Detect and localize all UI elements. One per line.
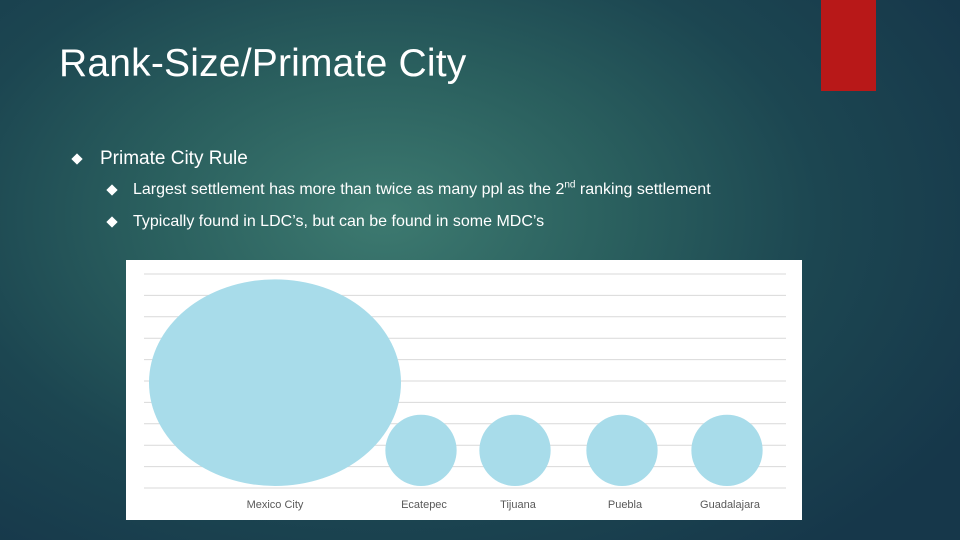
- category-label: Tijuana: [500, 499, 537, 511]
- bubble-chart-svg: Mexico City Ecatepec Tijuana Puebla Guadalaj…: [144, 273, 786, 511]
- bubble-tijuana: [479, 414, 551, 486]
- bullet-primate-city-rule: Primate City Rule: [71, 148, 248, 170]
- bullet-text: Primate City Rule: [100, 148, 248, 169]
- diamond-bullet-icon: [106, 216, 118, 228]
- sub-bullet-text: Largest settlement has more than twice a…: [133, 179, 711, 199]
- slide-title: Rank-Size/Primate City: [59, 42, 467, 85]
- chart-bubbles: [149, 279, 763, 486]
- sub-bullet-text: Typically found in LDC’s, but can be fou…: [133, 213, 545, 230]
- red-accent-bar: [821, 0, 876, 91]
- bubble-guadalajara: [691, 414, 763, 486]
- bubble-ecatepec: [385, 414, 457, 486]
- diamond-bullet-icon: [106, 184, 118, 196]
- sub-bullet-largest-settlement: Largest settlement has more than twice a…: [106, 179, 711, 199]
- sub-bullet-typically-found: Typically found in LDC’s, but can be fou…: [106, 213, 545, 231]
- category-label: Ecatepec: [401, 499, 447, 511]
- sub-bullet-text-part: ranking settlement: [575, 181, 711, 198]
- bubble-mexico-city: [149, 279, 401, 486]
- bubble-puebla: [586, 414, 658, 486]
- chart-category-labels: Mexico City Ecatepec Tijuana Puebla Guadalaj…: [247, 499, 761, 511]
- bubble-chart: Mexico City Ecatepec Tijuana Puebla Guadalaj…: [126, 260, 802, 520]
- sub-bullet-superscript: nd: [564, 179, 576, 191]
- category-label: Mexico City: [247, 499, 304, 511]
- category-label: Guadalajara: [700, 499, 761, 511]
- sub-bullet-text-part: Largest settlement has more than twice a…: [133, 181, 565, 198]
- category-label: Puebla: [608, 499, 643, 511]
- diamond-bullet-icon: [71, 153, 83, 165]
